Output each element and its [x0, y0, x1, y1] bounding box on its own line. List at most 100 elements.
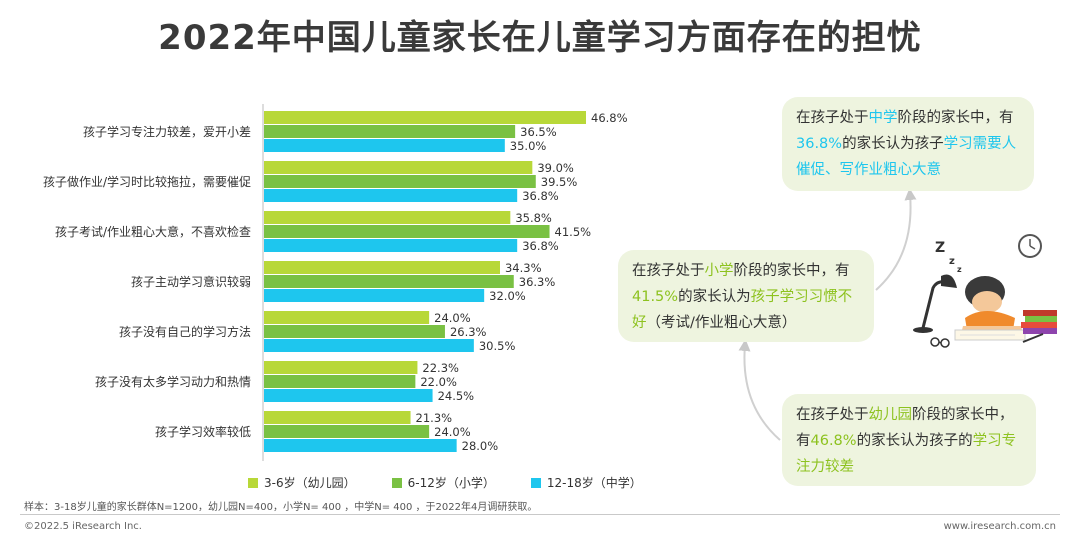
data-label: 28.0% [462, 439, 499, 453]
bar [264, 261, 500, 274]
callout-mid-highlight-stage: 小学 [704, 263, 734, 279]
callout-kindergarten: 在孩子处于幼儿园阶段的家长中，有46.8%的家长认为孩子的学习专注力较差 [782, 394, 1036, 486]
bar [264, 225, 550, 238]
bar [264, 339, 474, 352]
data-label: 30.5% [479, 339, 516, 353]
data-label: 22.0% [420, 375, 457, 389]
svg-text:z: z [957, 265, 962, 274]
footer-copyright: ©2022.5 iResearch Inc. [24, 521, 142, 532]
data-label: 34.3% [505, 261, 542, 275]
data-label: 24.5% [438, 389, 475, 403]
callout-top-highlight-concern: 学习需要人催促、写作业粗心大意 [796, 136, 1017, 178]
data-label: 36.5% [520, 125, 557, 139]
callout-top-highlight-stage: 中学 [868, 110, 898, 126]
callout-primary-school: 在孩子处于小学阶段的家长中，有 41.5%的家长认为孩子学习习惯不好（考试/作业粗… [618, 250, 874, 342]
data-label: 26.3% [450, 325, 487, 339]
pencil-icon [1022, 333, 1044, 343]
arrow-to-top-callout [875, 188, 917, 291]
glasses-icon [930, 337, 950, 348]
data-label: 32.0% [489, 289, 526, 303]
callout-bot-text-2: 阶段的家长中，有 [796, 407, 1014, 449]
data-label: 36.8% [522, 189, 559, 203]
bar [264, 161, 533, 174]
sleep-z-icon: Z z z [935, 240, 962, 274]
bar [264, 361, 418, 374]
bar [264, 389, 433, 402]
data-label: 39.0% [537, 161, 574, 175]
bar [264, 175, 536, 188]
bar [264, 425, 430, 438]
callout-mid-text-4: （考试/作业粗心大意） [646, 315, 797, 331]
legend-label-primary: 6-12岁（小学） [407, 476, 495, 490]
callout-mid-highlight-concern: 孩子学习习惯不好 [632, 289, 853, 331]
svg-text:z: z [949, 256, 955, 267]
callout-mid-text-3: 的家长认为 [678, 289, 751, 305]
legend-label-middle: 12-18岁（中学） [546, 476, 642, 490]
callout-top-text-3: 的家长认为孩子 [842, 136, 944, 152]
callout-bot-text-1: 在孩子处于 [796, 407, 869, 423]
callout-mid-text-1: 在孩子处于 [632, 263, 705, 279]
callout-bot-highlight-concern: 学习专注力较差 [796, 433, 1017, 475]
sleepy-child-illustration: Z z z [913, 234, 1057, 348]
data-label: 22.3% [422, 361, 459, 375]
svg-text:Z: Z [935, 240, 945, 256]
footer-divider [20, 514, 1060, 515]
bar [264, 275, 514, 288]
books-stack-icon [1021, 310, 1057, 334]
category-label: 孩子学习专注力较差，爱开小差 [83, 124, 251, 139]
category-label: 孩子主动学习意识较弱 [131, 274, 251, 289]
callout-mid-text-2: 阶段的家长中，有 [733, 263, 850, 279]
bar [264, 325, 445, 338]
bar-chart: 孩子学习专注力较差，爱开小差 46.8% 36.5%35.0% 孩子做作业/学习时比较… [43, 104, 628, 461]
category-label: 孩子学习效率较低 [155, 424, 251, 439]
data-label: 24.0% [434, 425, 471, 439]
bar [264, 239, 518, 252]
bar [264, 125, 516, 138]
data-label: 36.3% [519, 275, 556, 289]
bar [264, 111, 586, 124]
category-label: 孩子没有太多学习动力和热情 [95, 374, 251, 389]
data-label: 21.3% [416, 411, 453, 425]
footer-website: www.iresearch.com.cn [943, 521, 1056, 532]
sample-note: 样本：3-18岁儿童的家长群体N=1200，幼儿园N=400，小学N= 400 … [24, 502, 538, 513]
legend-swatch-primary [391, 477, 402, 488]
callout-bot-highlight-percent: 46.8% [810, 433, 857, 449]
legend-item-middle: 12-18岁（中学） [530, 474, 642, 491]
bar [264, 211, 511, 224]
data-label: 36.8% [522, 239, 559, 253]
category-label: 孩子没有自己的学习方法 [119, 324, 251, 339]
bar [264, 311, 430, 324]
data-label: 41.5% [555, 225, 592, 239]
bar [264, 189, 518, 202]
papers-icon [954, 329, 1026, 341]
callout-bot-text-3: 的家长认为孩子的 [856, 433, 973, 449]
data-label: 35.8% [515, 211, 552, 225]
legend-swatch-middle [530, 477, 541, 488]
bar [264, 289, 485, 302]
data-label: 24.0% [434, 311, 471, 325]
category-label: 孩子做作业/学习时比较拖拉，需要催促 [43, 174, 251, 189]
callout-top-text-1: 在孩子处于 [796, 110, 869, 126]
clock-icon [1018, 234, 1042, 258]
legend-swatch-kindergarten [248, 477, 258, 488]
callout-top-text-2: 阶段的家长中，有 [897, 110, 1014, 126]
legend-item-primary: 6-12岁（小学） [391, 474, 495, 491]
page-title: 2022年中国儿童家长在儿童学习方面存在的担忧 [158, 18, 922, 58]
legend-label-kindergarten: 3-6岁（幼儿园） [264, 476, 356, 490]
bar [264, 411, 411, 424]
callout-top-highlight-percent: 36.8% [796, 136, 843, 152]
bar [264, 139, 505, 152]
desk-lamp-icon [913, 274, 957, 333]
callout-bot-highlight-stage: 幼儿园 [868, 407, 913, 423]
bar [264, 439, 457, 452]
data-label: 35.0% [510, 139, 547, 153]
data-label: 46.8% [591, 111, 628, 125]
category-label: 孩子考试/作业粗心大意，不喜欢检查 [55, 224, 251, 239]
callout-middle-school: 在孩子处于中学阶段的家长中，有 36.8%的家长认为孩子学习需要人催促、写作业粗心… [782, 97, 1034, 191]
child-figure [961, 276, 1023, 334]
bar [264, 375, 416, 388]
legend-item-kindergarten: 3-6岁（幼儿园） [248, 474, 356, 491]
arrow-to-mid-callout [738, 339, 781, 441]
callout-mid-highlight-percent: 41.5% [632, 289, 679, 305]
